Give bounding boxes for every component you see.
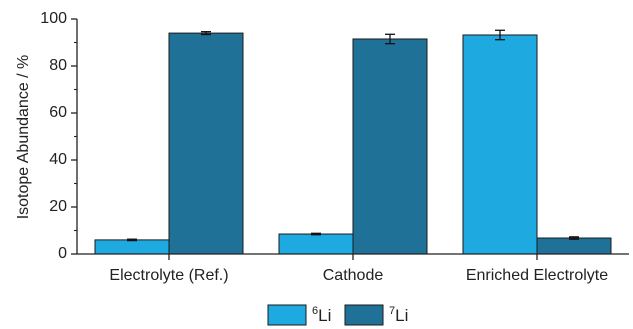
bars-layer: [94, 32, 612, 255]
x-tick-label: Cathode: [323, 267, 384, 284]
y-tick-label: 40: [49, 151, 67, 168]
legend-label-6li: 6Li: [312, 305, 331, 325]
y-tick-label: 20: [49, 198, 67, 215]
legend-swatch-7li: [344, 304, 384, 326]
bar-7li: [352, 38, 428, 255]
y-tick-label: 80: [49, 57, 67, 74]
x-tick-label: Electrolyte (Ref.): [109, 267, 228, 284]
y-tick-label: 0: [58, 245, 67, 262]
y-axis-title: Isotope Abundance / %: [15, 55, 32, 220]
error-bars-layer: [127, 29, 579, 242]
bar-7li: [168, 32, 244, 255]
x-ticks-layer: Electrolyte (Ref.) Cathode Enriched Electr…: [109, 254, 608, 284]
y-tick-label: 60: [49, 104, 67, 121]
y-tick-label: 100: [40, 10, 67, 27]
bar-6li: [462, 34, 538, 255]
bar-7li: [536, 237, 612, 255]
bar-6li: [278, 233, 354, 255]
y-ticks-layer: 0 20 40 60 80 100: [40, 10, 77, 262]
legend: 6Li 7Li: [267, 304, 408, 326]
x-tick-label: Enriched Electrolyte: [466, 267, 608, 284]
bar-6li: [94, 239, 170, 255]
legend-swatch-6li: [267, 304, 307, 326]
legend-label-7li: 7Li: [389, 305, 408, 325]
